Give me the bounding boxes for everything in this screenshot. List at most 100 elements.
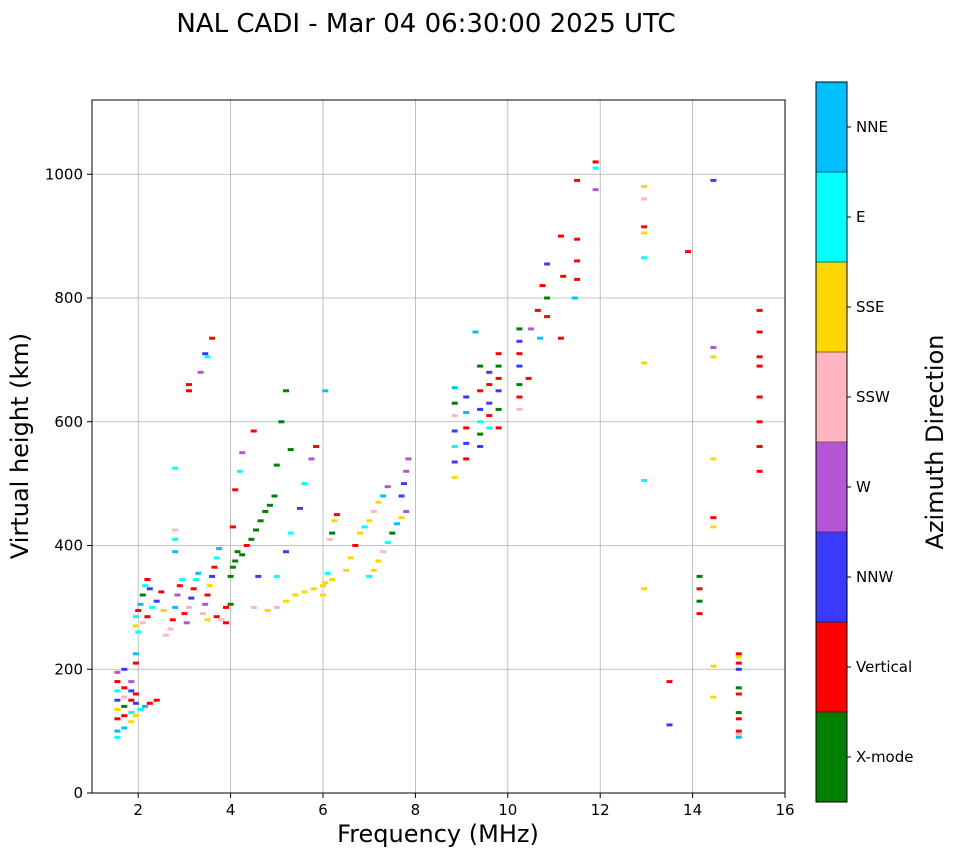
echo-point	[389, 531, 396, 535]
echo-point	[495, 352, 502, 356]
echo-point	[451, 386, 458, 390]
echo-point	[477, 407, 484, 411]
echo-point	[183, 621, 190, 625]
echo-point	[149, 605, 156, 609]
echo-point	[310, 587, 317, 591]
echo-point	[756, 420, 763, 424]
echo-point	[451, 414, 458, 418]
echo-point	[557, 234, 564, 238]
echo-point	[333, 513, 340, 517]
echo-point	[218, 618, 225, 622]
echo-point	[227, 602, 234, 606]
echo-point	[121, 695, 128, 699]
echo-point	[179, 578, 186, 581]
echo-point	[370, 510, 377, 513]
echo-point	[527, 327, 534, 331]
echo-point	[174, 593, 181, 597]
echo-point	[486, 414, 493, 418]
echo-point	[641, 197, 648, 201]
echo-point	[477, 445, 484, 448]
echo-point	[696, 587, 703, 591]
echo-point	[273, 605, 280, 609]
echo-point	[516, 327, 523, 331]
colorbar: X-mode Vertical NNW W SSW SSE E NNE	[815, 81, 913, 803]
y-tick-label: 400	[54, 537, 83, 555]
grid-lines	[92, 100, 786, 794]
y-axis-label: Virtual height (km)	[6, 333, 34, 559]
echo-point	[181, 612, 188, 616]
echo-point	[172, 550, 179, 554]
echo-point	[366, 574, 373, 578]
echo-point	[216, 547, 223, 551]
echo-point	[142, 704, 149, 708]
echo-point	[405, 457, 412, 461]
echo-point	[451, 429, 458, 433]
echo-point	[486, 401, 493, 405]
echo-point	[253, 528, 259, 532]
echo-point	[516, 395, 523, 399]
echo-point	[534, 308, 541, 312]
echo-point	[264, 609, 271, 612]
echo-point	[142, 584, 149, 588]
echo-point	[486, 370, 493, 374]
echo-point	[287, 448, 294, 452]
echo-point	[169, 618, 176, 622]
echo-point	[301, 482, 308, 486]
echo-point	[114, 680, 121, 684]
echo-point	[137, 602, 144, 606]
echo-point	[283, 389, 289, 393]
echo-point	[139, 593, 146, 597]
echo-point	[172, 537, 179, 541]
echo-point	[176, 584, 183, 588]
echo-point	[128, 711, 135, 715]
echo-point	[308, 457, 315, 461]
echo-point	[735, 655, 742, 659]
colorbar-tick-label: SSE	[856, 298, 885, 316]
echo-point	[243, 544, 250, 547]
echo-point	[451, 460, 458, 464]
x-tick-label: 6	[318, 801, 328, 819]
echo-point	[229, 525, 236, 529]
echo-point	[710, 695, 717, 699]
echo-point	[121, 667, 128, 671]
echo-point	[271, 494, 278, 498]
echo-point	[186, 605, 192, 609]
echo-point	[403, 510, 410, 513]
echo-point	[592, 160, 599, 164]
echo-point	[223, 621, 229, 625]
echo-point	[229, 565, 236, 569]
echo-point	[139, 621, 146, 625]
echo-point	[641, 479, 648, 482]
x-axis-label: Frequency (MHz)	[337, 820, 539, 848]
echo-point	[666, 680, 673, 684]
echo-point	[211, 565, 218, 569]
echo-point	[537, 336, 544, 340]
echo-point	[641, 256, 648, 260]
echo-point	[283, 550, 289, 554]
colorbar-tick-label: W	[856, 478, 871, 496]
echo-point	[114, 689, 121, 693]
echo-point	[172, 466, 179, 470]
echo-point	[227, 574, 234, 578]
echo-point	[574, 277, 581, 281]
echo-point	[463, 426, 470, 430]
echo-point	[204, 355, 211, 359]
echo-point	[172, 605, 179, 609]
echo-point	[144, 615, 151, 619]
echo-point	[132, 714, 139, 718]
echo-point	[710, 664, 717, 668]
echo-point	[213, 556, 220, 560]
echo-point	[190, 587, 197, 591]
echo-point	[544, 262, 551, 266]
colorbar-segment	[816, 442, 847, 533]
echo-point	[641, 185, 648, 189]
echo-point	[326, 537, 333, 541]
echo-point	[477, 364, 484, 368]
echo-point	[735, 692, 742, 696]
colorbar-segment	[816, 622, 847, 713]
echo-point	[121, 714, 128, 718]
echo-point	[296, 506, 303, 510]
x-tick-label: 2	[133, 801, 143, 819]
colorbar-tick-label: SSW	[856, 388, 890, 406]
